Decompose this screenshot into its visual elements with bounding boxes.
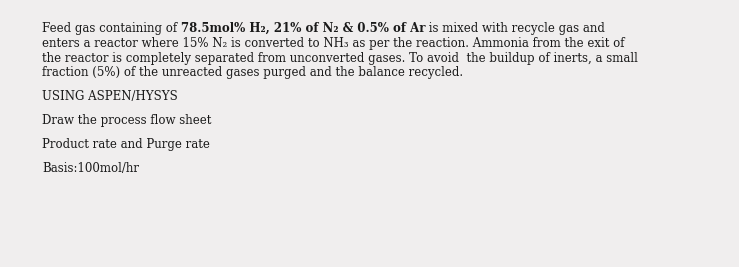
Text: Product rate and Purge rate: Product rate and Purge rate: [42, 138, 210, 151]
Text: Feed gas containing of: Feed gas containing of: [42, 22, 181, 35]
Text: Basis:100mol/hr: Basis:100mol/hr: [42, 162, 139, 175]
Text: enters a reactor where 15% N₂ is converted to NH₃ as per the reaction. Ammonia f: enters a reactor where 15% N₂ is convert…: [42, 37, 624, 50]
Text: is mixed with recycle gas and: is mixed with recycle gas and: [426, 22, 605, 35]
Text: fraction (5%) of the unreacted gases purged and the balance recycled.: fraction (5%) of the unreacted gases pur…: [42, 66, 463, 79]
Text: 78.5mol% H₂, 21% of N₂ & 0.5% of Ar: 78.5mol% H₂, 21% of N₂ & 0.5% of Ar: [181, 22, 426, 35]
Text: Draw the process flow sheet: Draw the process flow sheet: [42, 114, 211, 127]
Text: the reactor is completely separated from unconverted gases. To avoid  the buildu: the reactor is completely separated from…: [42, 52, 638, 65]
Text: USING ASPEN/HYSYS: USING ASPEN/HYSYS: [42, 90, 178, 103]
